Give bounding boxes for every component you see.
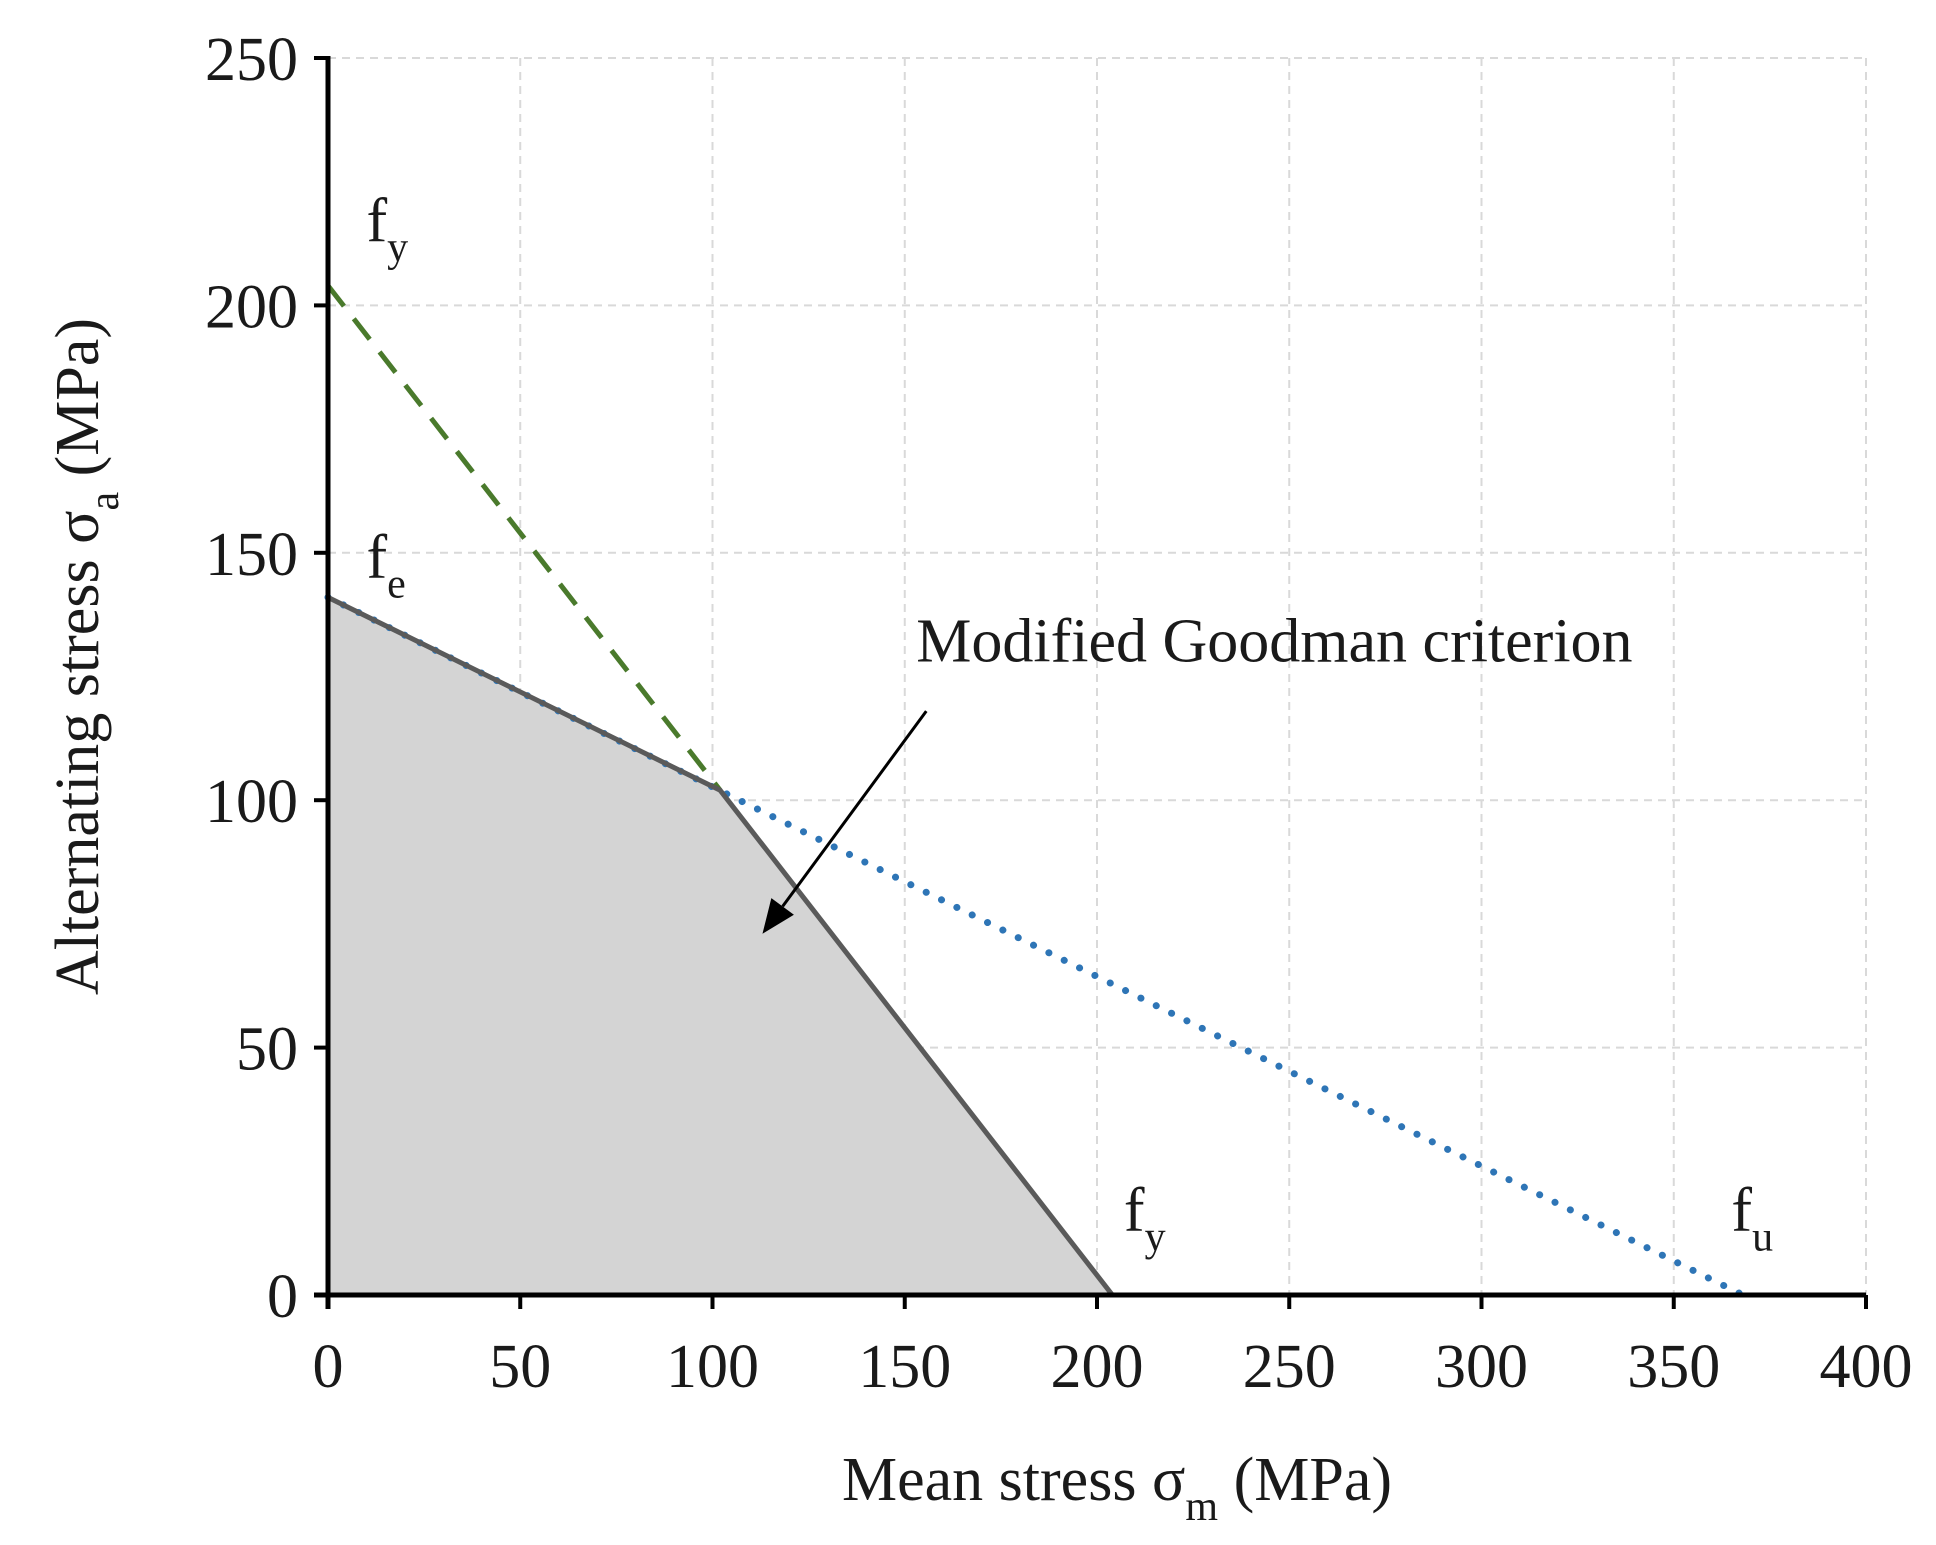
x-tick-label: 400 [1820,1333,1913,1401]
y-tick-label: 100 [205,768,298,836]
annotation-arrow-shaft [781,710,928,908]
y-tick-label: 200 [205,273,298,341]
series-line-dashed [326,284,723,792]
x-tick-label: 250 [1243,1333,1336,1401]
y-tick-label: 50 [236,1016,298,1084]
x-tick-label: 300 [1435,1333,1528,1401]
y-tick-label: 0 [267,1263,298,1331]
point-label-fu: fu [1731,1177,1773,1261]
annotation-text: Modified Goodman criterion [916,608,1632,676]
y-tick-label: 250 [205,26,298,94]
x-tick-label: 200 [1051,1333,1144,1401]
x-axis-title-sub: m [1185,1484,1218,1530]
point-label-fy: fy [1124,1177,1166,1261]
x-axis-title-unit: (MPa) [1218,1446,1392,1514]
y-axis-title: Alternating stress σa (MPa) [44,318,128,995]
x-axis-title: Mean stress σm (MPa) [842,1446,1392,1530]
point-labels: fy fe fy fu [366,187,1773,1261]
y-tick-label: 150 [205,521,298,589]
point-label-fy: fy [366,187,408,271]
x-tick-label: 100 [666,1333,759,1401]
grid-lines [328,57,1867,1295]
tick-labels: 0 50 100 150 200 250 300 350 400 0 50 100 150 200 250 [205,26,1913,1401]
y-axis-title-unit: (MPa) [44,318,112,492]
x-tick-label: 350 [1627,1333,1720,1401]
x-axis-title-main: Mean stress σ [842,1446,1185,1514]
x-tick-label: 150 [858,1333,951,1401]
y-axis-title-sub: a [82,492,128,511]
x-tick-label: 50 [489,1333,551,1401]
safe-region-fill [328,597,1113,1295]
point-label-fe: fe [366,524,405,608]
x-tick-label: 0 [313,1333,344,1401]
axes [314,56,1868,1309]
annotation-arrow-head [762,898,794,934]
series-layer [324,284,1747,1299]
series-line-solid [326,595,1115,1297]
y-axis-title-main: Alternating stress σ [44,511,112,996]
annotation: Modified Goodman criterion [762,608,1633,934]
series-line-dotted [324,593,1747,1299]
